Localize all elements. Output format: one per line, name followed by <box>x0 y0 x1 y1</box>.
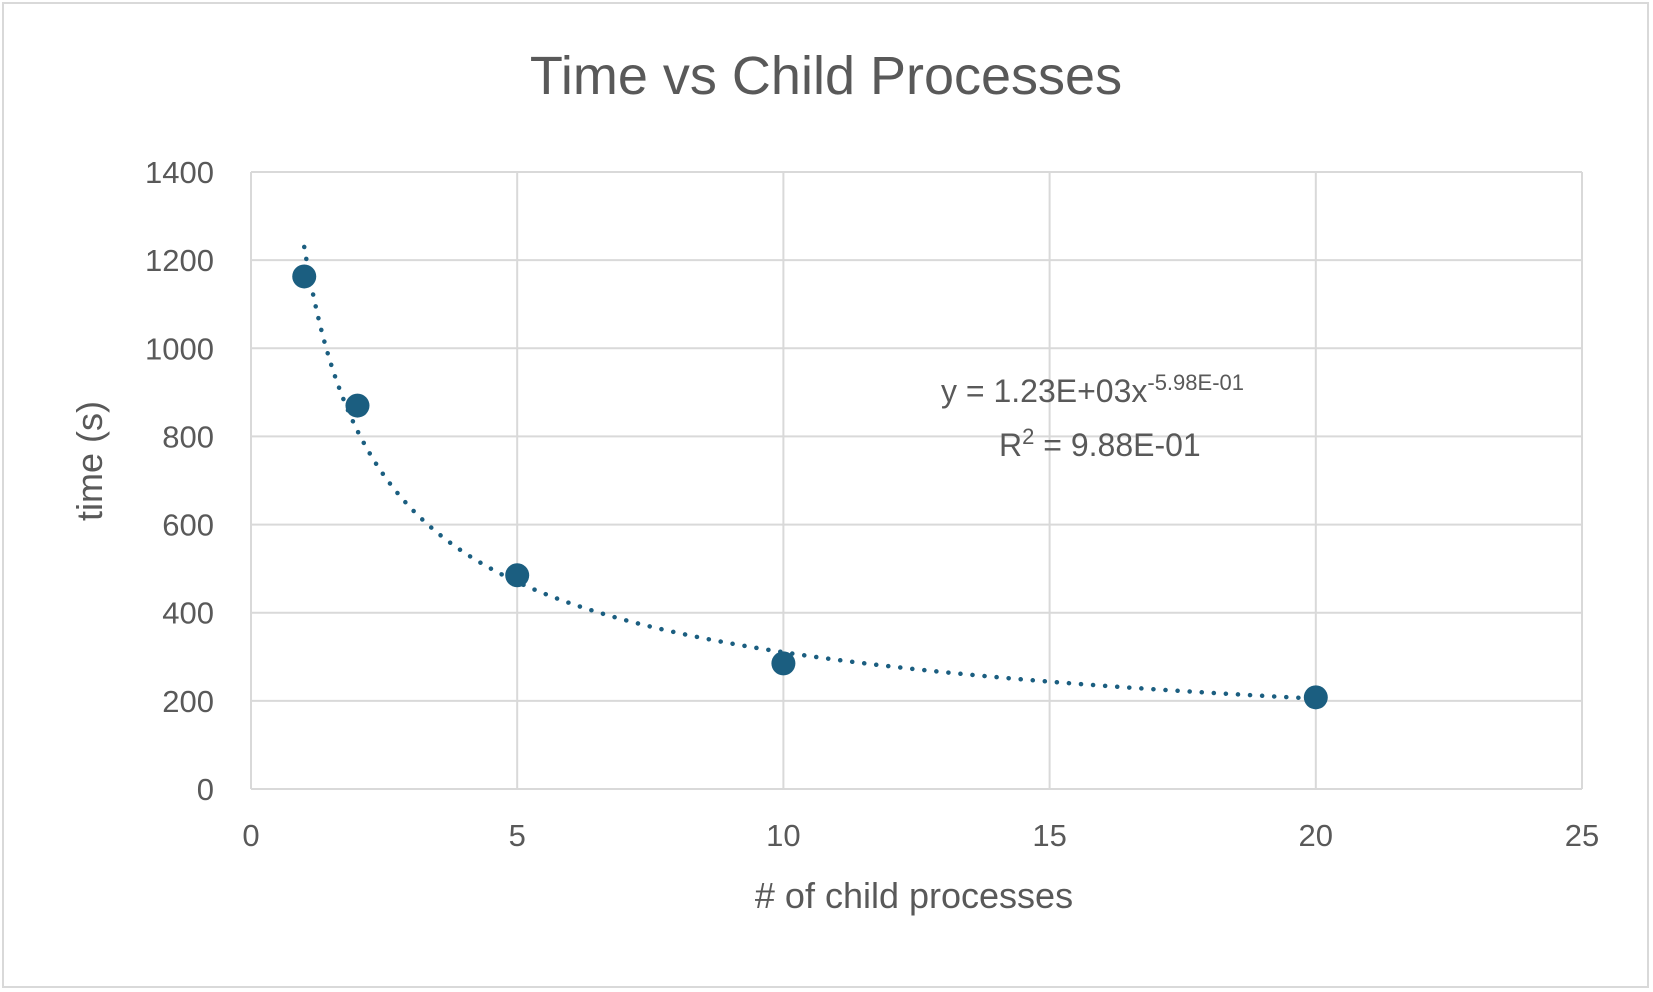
r-squared-value: = 9.88E-01 <box>1034 427 1200 463</box>
y-tick-label: 0 <box>197 772 214 807</box>
x-tick-label: 10 <box>766 818 800 853</box>
y-tick-label: 400 <box>162 596 214 631</box>
y-tick-label: 1400 <box>145 155 214 190</box>
y-axis-ticks: 0 200 400 600 800 1000 1200 1400 <box>145 155 214 807</box>
trendline <box>301 244 1319 701</box>
data-point <box>345 393 370 418</box>
data-points <box>292 264 1328 710</box>
trendline-path <box>301 244 1319 701</box>
r-squared-sup: 2 <box>1022 424 1034 449</box>
equation-line: y = 1.23E+03x-5.98E-01 <box>941 370 1244 409</box>
x-tick-label: 20 <box>1299 818 1333 853</box>
x-axis-ticks: 0 5 10 15 20 25 <box>242 818 1599 853</box>
equation-exponent: -5.98E-01 <box>1147 370 1244 395</box>
data-point <box>292 264 317 289</box>
r-squared-line: R2 = 9.88E-01 <box>999 424 1201 463</box>
scatter-chart: Time vs Child Processes 0200400600800100… <box>69 46 1599 916</box>
data-point <box>771 651 796 676</box>
equation-text: y = 1.23E+03x <box>941 373 1147 409</box>
x-tick-label: 0 <box>242 818 259 853</box>
trendline-equation: y = 1.23E+03x-5.98E-01 R2 = 9.88E-01 <box>941 370 1244 463</box>
y-axis-title: time (s) <box>69 401 110 521</box>
x-tick-label: 15 <box>1032 818 1066 853</box>
y-tick-label: 1000 <box>145 331 214 366</box>
x-tick-label: 25 <box>1565 818 1599 853</box>
y-tick-label: 200 <box>162 684 214 719</box>
r-squared-prefix: R <box>999 427 1022 463</box>
data-point <box>505 563 530 588</box>
gridlines <box>250 171 1583 790</box>
data-point <box>1303 685 1328 710</box>
x-tick-label: 5 <box>509 818 526 853</box>
chart-title: Time vs Child Processes <box>530 46 1122 106</box>
y-tick-label: 800 <box>162 419 214 454</box>
x-axis-title: # of child processes <box>755 875 1073 916</box>
y-tick-label: 1200 <box>145 243 214 278</box>
y-tick-label: 600 <box>162 508 214 543</box>
